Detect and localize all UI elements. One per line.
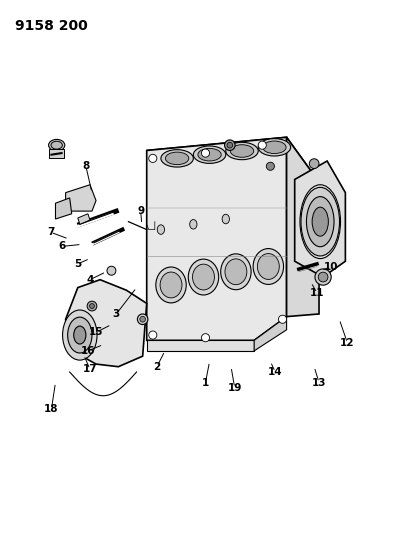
Text: 8: 8 [82,161,90,171]
Text: 11: 11 [310,288,324,298]
Polygon shape [55,198,72,219]
Circle shape [309,159,319,168]
Text: 4: 4 [86,274,94,285]
Circle shape [227,142,233,148]
Text: 16: 16 [81,346,95,356]
Circle shape [318,272,328,282]
Polygon shape [254,317,286,351]
Text: 14: 14 [268,367,282,377]
Text: 15: 15 [89,327,103,337]
Ellipse shape [258,139,291,156]
Ellipse shape [157,225,164,235]
Text: 6: 6 [58,241,65,252]
Ellipse shape [192,264,215,290]
Text: 10: 10 [324,262,338,271]
Ellipse shape [193,146,226,164]
Ellipse shape [307,197,334,247]
Ellipse shape [161,150,193,167]
Circle shape [315,269,331,285]
Polygon shape [78,214,90,224]
Circle shape [224,140,235,150]
Text: 2: 2 [153,362,160,372]
Ellipse shape [312,207,328,236]
Polygon shape [286,138,319,317]
Ellipse shape [230,145,254,157]
Ellipse shape [263,141,286,154]
Text: 9: 9 [137,206,144,216]
Circle shape [149,331,157,339]
Circle shape [149,155,157,163]
Ellipse shape [74,326,86,344]
Circle shape [201,149,210,157]
Ellipse shape [51,141,62,149]
Circle shape [87,301,97,311]
Text: 17: 17 [83,365,97,374]
Ellipse shape [226,142,258,160]
Circle shape [266,162,275,171]
Ellipse shape [166,152,189,165]
Text: 1: 1 [202,377,209,387]
Text: 3: 3 [113,309,120,319]
Polygon shape [147,138,319,195]
Ellipse shape [156,267,186,303]
Ellipse shape [68,317,92,353]
Polygon shape [66,185,96,211]
Text: 18: 18 [44,404,59,414]
Polygon shape [147,341,254,351]
Ellipse shape [301,188,339,256]
Text: 5: 5 [74,259,81,269]
Ellipse shape [62,310,97,360]
Ellipse shape [257,254,279,279]
Circle shape [201,334,210,342]
Ellipse shape [190,220,197,229]
Text: 19: 19 [228,383,242,393]
Ellipse shape [48,140,65,151]
Polygon shape [147,138,286,341]
Ellipse shape [198,148,221,161]
Ellipse shape [160,272,182,298]
Polygon shape [49,149,65,158]
Text: 9158 200: 9158 200 [15,19,88,33]
Circle shape [279,315,286,324]
Polygon shape [295,161,345,277]
Ellipse shape [188,259,219,295]
Ellipse shape [253,248,284,285]
Circle shape [107,266,116,275]
Ellipse shape [221,254,251,290]
Polygon shape [66,280,147,367]
Text: 7: 7 [47,227,54,237]
Text: 13: 13 [312,377,326,387]
Circle shape [90,304,95,309]
Ellipse shape [225,259,247,285]
Circle shape [140,317,145,322]
Ellipse shape [222,214,229,224]
Text: 12: 12 [340,338,355,348]
Circle shape [258,141,266,149]
Circle shape [137,314,148,325]
